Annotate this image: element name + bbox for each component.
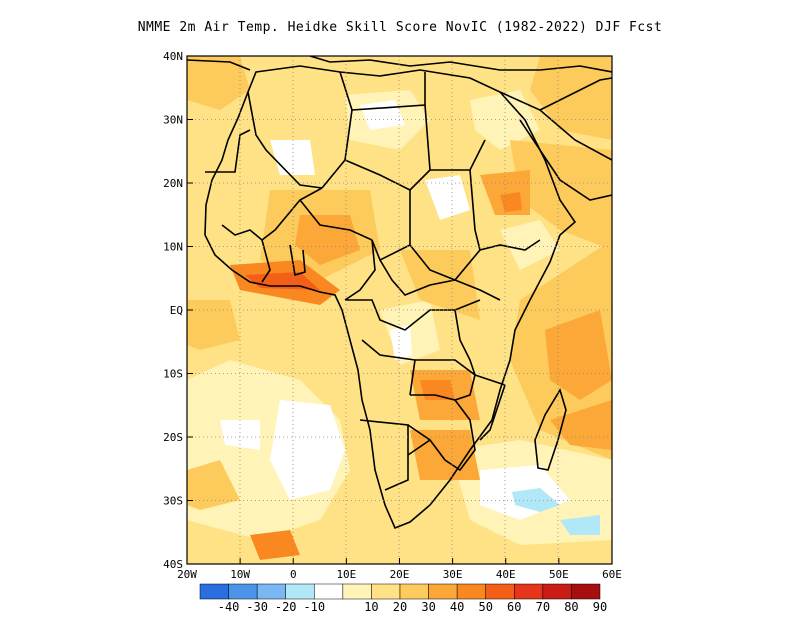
lat-label: 30S: [163, 495, 183, 508]
lat-label: 40S: [163, 558, 183, 571]
colorbar-swatch: [514, 583, 544, 600]
lon-label: 30E: [443, 568, 463, 581]
latitude-axis: 40N 30N 20N 10N EQ 10S 20S 30S 40S: [163, 50, 193, 571]
lat-label: 40N: [163, 50, 183, 63]
lat-label: 20S: [163, 431, 183, 444]
colorbar-swatch: [456, 583, 486, 600]
colorbar-swatch: [285, 583, 315, 600]
colorbar-label: 30: [421, 600, 435, 614]
colorbar-swatch: [371, 583, 401, 600]
lon-label: 60E: [602, 568, 622, 581]
lat-label: 10S: [163, 368, 183, 381]
colorbar-label: 50: [478, 600, 492, 614]
colorbar-label: 40: [450, 600, 464, 614]
colorbar-swatch: [342, 583, 372, 600]
colorbar-swatch: [485, 583, 515, 600]
colorbar-swatch: [199, 583, 229, 600]
colorbar-swatch: [228, 583, 258, 600]
colorbar-swatch: [314, 583, 344, 600]
colorbar-label: -40: [218, 600, 240, 614]
lon-label: 50E: [549, 568, 569, 581]
lon-label: 40E: [496, 568, 516, 581]
colorbar-label: 70: [536, 600, 550, 614]
lon-label: 0: [290, 568, 297, 581]
colorbar-label: -30: [246, 600, 268, 614]
colorbar-label: 80: [564, 600, 578, 614]
lat-label: 10N: [163, 241, 183, 254]
colorbar-swatch: [399, 583, 429, 600]
colorbar-label: 90: [593, 600, 607, 614]
colorbar-swatch: [542, 583, 572, 600]
colorbar-label: 20: [393, 600, 407, 614]
colorbar-swatch: [571, 583, 601, 600]
lon-label: 10E: [336, 568, 356, 581]
lat-label: EQ: [170, 304, 183, 317]
colorbar-swatch: [256, 583, 286, 600]
colorbar-label: -10: [303, 600, 325, 614]
colorbar-label: -20: [275, 600, 297, 614]
colorbar-label: 10: [364, 600, 378, 614]
lat-label: 30N: [163, 114, 183, 127]
chart-title: NMME 2m Air Temp. Heidke Skill Score Nov…: [137, 20, 663, 35]
colorbar: -40 -30 -20 -10 10 20 30 40 50 60 70 80 90: [199, 583, 607, 614]
lon-label: 20W: [177, 568, 197, 581]
graticule: [187, 56, 612, 564]
colorbar-label: 60: [507, 600, 521, 614]
colorbar-swatch: [428, 583, 458, 600]
longitude-axis: 20W 10W 0 10E 20E 30E 40E 50E 60E: [177, 558, 622, 581]
lat-label: 20N: [163, 177, 183, 190]
lon-label: 10W: [230, 568, 250, 581]
lon-label: 20E: [390, 568, 410, 581]
